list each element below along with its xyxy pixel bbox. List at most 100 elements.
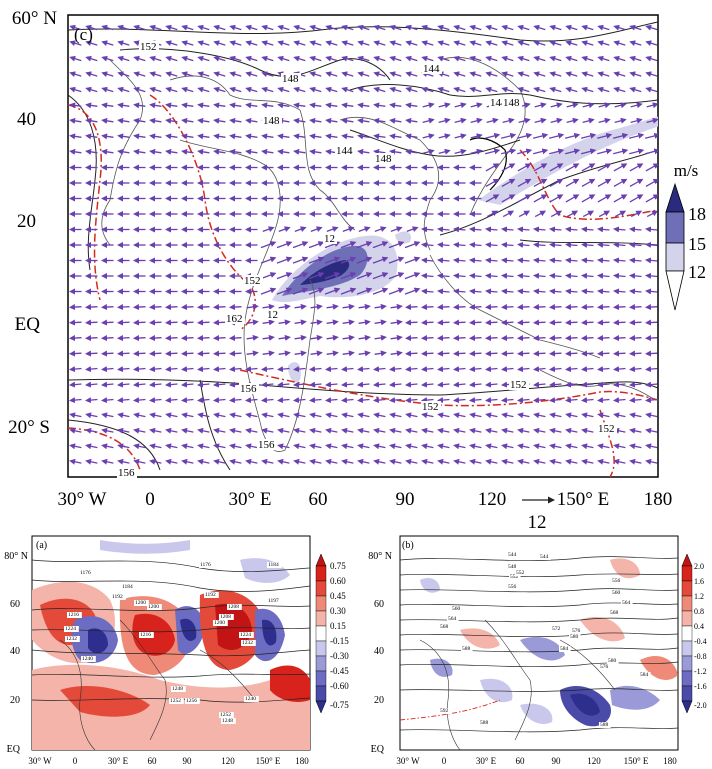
panel-b-y-axis: 80° N 60 40 20 EQ: [368, 551, 392, 755]
xtick: 150° E: [624, 756, 649, 766]
wind-vector: [85, 350, 98, 357]
wind-vector: [645, 257, 658, 264]
wind-vector: [485, 366, 498, 373]
wind-vector: [181, 366, 194, 373]
contour-label: 148: [503, 97, 520, 109]
colorbar-tip-top: [315, 553, 327, 567]
colorbar-band: [315, 595, 327, 612]
wind-vector: [469, 319, 482, 326]
wind-vector: [245, 427, 258, 434]
wind-vector: [549, 381, 562, 388]
contour-label-bg: [607, 658, 619, 664]
contour-label-bg: [597, 423, 617, 434]
wind-vector: [373, 397, 386, 404]
contour-label-bg: [515, 570, 527, 576]
wind-vector: [325, 458, 338, 465]
wind-vector: [645, 86, 658, 93]
wind-vector: [213, 133, 226, 140]
wind-vector: [149, 71, 162, 78]
wind-vector: [534, 102, 547, 109]
wind-vector: [357, 397, 370, 404]
wind-vector: [213, 443, 226, 450]
wind-vector: [358, 303, 371, 310]
wind-vector: [421, 412, 434, 419]
wind-vector: [373, 102, 386, 109]
wind-vector: [277, 24, 290, 31]
wind-vector: [550, 210, 563, 218]
wind-vector: [629, 458, 642, 465]
wind-vector: [133, 24, 146, 31]
wind-vector: [405, 148, 418, 155]
wind-vector: [421, 272, 434, 279]
ytick: 80° N: [368, 551, 392, 562]
wind-vector: [597, 288, 610, 295]
wind-vector: [485, 458, 498, 465]
wind-vector: [165, 102, 178, 109]
wind-vector: [133, 443, 146, 450]
wind-vector: [213, 148, 226, 155]
contour-label: 1216: [140, 632, 151, 638]
wind-vector: [149, 24, 162, 31]
wind-vector: [549, 350, 562, 357]
contour-label: 1176: [200, 562, 211, 568]
wind-vector: [374, 350, 387, 357]
wind-vector: [405, 40, 418, 47]
wind-vector: [85, 427, 98, 434]
wind-vector: [85, 133, 98, 140]
wind-vector: [613, 366, 626, 373]
wind-vector: [197, 381, 210, 388]
wind-vector: [262, 303, 275, 310]
wind-vector: [565, 381, 578, 388]
wind-vector: [149, 366, 162, 373]
wind-vector: [293, 397, 306, 404]
colorbar-level: 0.45: [330, 591, 346, 601]
wind-vector: [357, 40, 370, 47]
wind-vector: [613, 381, 626, 388]
wind-vector: [133, 55, 146, 62]
wind-vector: [149, 319, 162, 326]
wind-vector: [597, 132, 613, 139]
wind-vector: [101, 71, 114, 78]
wind-vector: [213, 335, 226, 342]
wind-vector: [181, 350, 194, 357]
wind-vector: [69, 24, 82, 31]
wind-vector: [469, 272, 482, 279]
xtick: 90: [396, 489, 415, 510]
contour-label-bg: [239, 632, 254, 638]
contour-label: 568: [610, 610, 619, 616]
wind-vector: [325, 24, 338, 31]
wind-vector: [358, 350, 371, 357]
wind-vector: [614, 102, 627, 109]
xtick: 30° E: [229, 489, 272, 510]
wind-vector: [181, 55, 194, 62]
wind-vector: [389, 133, 402, 140]
wind-vector: [181, 24, 194, 31]
wind-vector: [629, 163, 644, 172]
wind-vector: [69, 133, 82, 140]
wind-vector: [213, 381, 226, 388]
wind-vector: [437, 288, 450, 295]
wind-vector: [469, 257, 482, 264]
wind-vector: [197, 427, 210, 434]
colorbar-band: [681, 670, 693, 687]
contour-label-bg: [139, 41, 159, 52]
wind-vector: [245, 366, 258, 373]
wind-vector: [325, 102, 338, 109]
wind-vector: [517, 412, 530, 419]
xtick: 30° W: [396, 756, 420, 766]
wind-vector: [260, 241, 277, 249]
ytick: 60° N: [12, 8, 57, 29]
wind-vector: [245, 102, 258, 109]
wind-vector: [421, 366, 434, 373]
wind-vector: [533, 163, 548, 172]
wind-vector: [133, 102, 146, 109]
wind-vector: [85, 71, 98, 78]
wind-vector: [533, 71, 546, 78]
wind-vector: [309, 427, 322, 434]
contour-label: 1176: [80, 570, 91, 576]
wind-vector: [566, 117, 579, 124]
contour-label: 1197: [268, 598, 279, 604]
wind-vector: [533, 412, 546, 419]
wind-vector: [629, 288, 642, 295]
wind-vector: [549, 366, 562, 373]
